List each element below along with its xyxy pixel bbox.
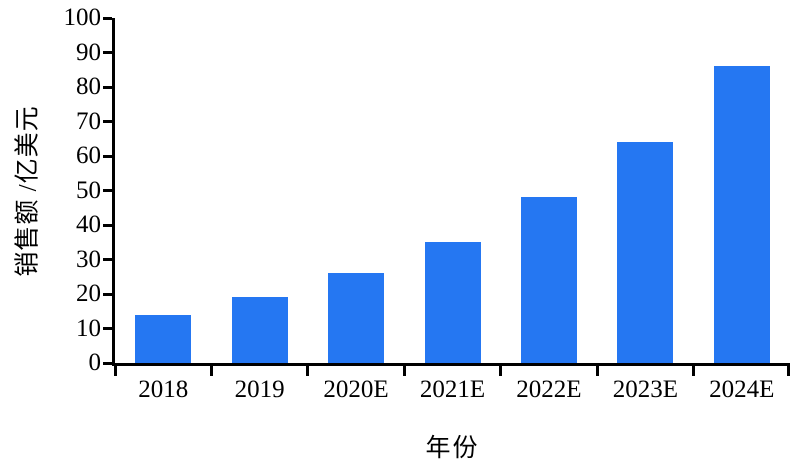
y-tick-label: 10 (76, 314, 101, 342)
x-tick-mark (595, 366, 599, 376)
x-tick-label: 2024E (709, 376, 775, 403)
y-tick-label: 60 (76, 142, 101, 169)
bar-2023E (617, 142, 674, 363)
x-tick-mark (402, 366, 406, 376)
y-tick-label: 80 (76, 73, 101, 100)
y-tick-mark (103, 223, 112, 227)
y-tick-label: 50 (76, 176, 101, 204)
x-tick-mark (787, 366, 790, 376)
y-tick-mark (103, 292, 112, 296)
x-tick-mark (306, 366, 310, 376)
y-tick-label: 70 (76, 107, 101, 135)
x-tick-label: 2021E (419, 376, 486, 403)
bar-2018 (135, 314, 192, 363)
bar-2019 (231, 297, 288, 363)
y-tick-label: 30 (76, 245, 101, 273)
x-tick-mark (209, 366, 213, 376)
y-tick-mark (103, 258, 112, 261)
y-tick-label: 20 (76, 280, 101, 307)
y-tick-mark (103, 189, 112, 192)
bar-2021E (424, 242, 481, 363)
y-tick-label: 90 (76, 38, 101, 66)
y-tick-mark (103, 120, 112, 123)
x-tick-mark (499, 366, 503, 376)
y-tick-label: 40 (76, 211, 101, 238)
bar-2022E (520, 197, 577, 363)
x-tick-label: 2022E (516, 376, 582, 403)
bar-2020E (328, 273, 385, 363)
y-tick-mark (103, 327, 112, 330)
x-axis-tick-labels: 2018 2019 2020E 2021E 2022E 2023E 2024E (115, 374, 790, 406)
y-axis-tick-labels: 0 10 20 30 40 50 60 70 80 90 100 (0, 4, 102, 376)
x-tick-label: 2020E (323, 376, 389, 403)
x-tick-label: 2018 (138, 376, 189, 403)
y-tick-mark (103, 85, 112, 89)
plot-area (103, 16, 790, 376)
x-tick-label: 2019 (234, 376, 285, 403)
x-tick-mark (692, 366, 696, 376)
x-axis-title: 年份 (425, 435, 480, 462)
y-tick-mark (103, 361, 112, 365)
y-tick-mark (103, 154, 112, 158)
x-tick-label: 2023E (612, 376, 678, 403)
y-tick-label: 0 (88, 349, 102, 376)
x-tick-mark (113, 366, 117, 376)
y-tick-label: 100 (63, 4, 102, 31)
y-tick-mark (103, 51, 112, 54)
y-tick-mark (103, 16, 112, 20)
bar-2024E (713, 66, 770, 363)
